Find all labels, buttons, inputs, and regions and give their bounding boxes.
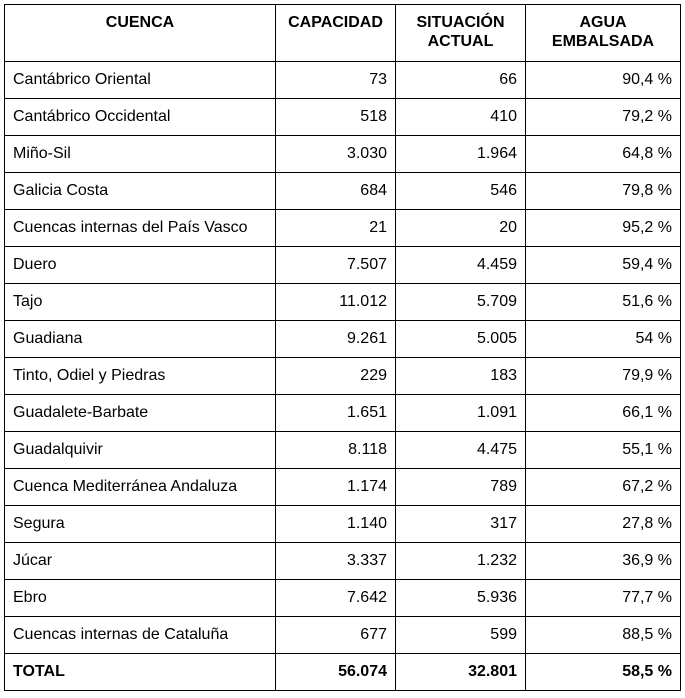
header-capacidad: CAPACIDAD bbox=[275, 4, 396, 62]
header-agua-embalsada: AGUA EMBALSADA bbox=[525, 4, 681, 62]
reservoir-table: CUENCA CAPACIDAD SITUACIÓN ACTUAL AGUA EMB… bbox=[4, 4, 681, 691]
cuenca-cell: Duero bbox=[4, 246, 276, 284]
cuenca-cell: Júcar bbox=[4, 542, 276, 580]
capacidad-cell: 1.140 bbox=[275, 505, 396, 543]
situacion-cell: 599 bbox=[395, 616, 526, 654]
table-row: Tinto, Odiel y Piedras 229 183 79,9 % bbox=[4, 357, 681, 395]
capacidad-cell: 3.030 bbox=[275, 135, 396, 173]
agua-cell: 95,2 % bbox=[525, 209, 681, 247]
capacidad-cell: 73 bbox=[275, 61, 396, 99]
table-row: Cuencas internas de Cataluña 677 599 88,5 % bbox=[4, 616, 681, 654]
total-situacion-cell: 32.801 bbox=[395, 653, 526, 691]
situacion-cell: 183 bbox=[395, 357, 526, 395]
total-cuenca-cell: TOTAL bbox=[4, 653, 276, 691]
capacidad-cell: 229 bbox=[275, 357, 396, 395]
agua-cell: 67,2 % bbox=[525, 468, 681, 506]
table-row: Miño-Sil 3.030 1.964 64,8 % bbox=[4, 135, 681, 173]
agua-cell: 59,4 % bbox=[525, 246, 681, 284]
capacidad-cell: 7.642 bbox=[275, 579, 396, 617]
cuenca-cell: Cuenca Mediterránea Andaluza bbox=[4, 468, 276, 506]
situacion-cell: 5.709 bbox=[395, 283, 526, 321]
header-cuenca: CUENCA bbox=[4, 4, 276, 62]
table-row: Cuenca Mediterránea Andaluza 1.174 789 67,2… bbox=[4, 468, 681, 506]
capacidad-cell: 1.174 bbox=[275, 468, 396, 506]
header-row: CUENCA CAPACIDAD SITUACIÓN ACTUAL AGUA EMB… bbox=[4, 4, 681, 62]
table-body: Cantábrico Oriental 73 66 90,4 % Cantábrico … bbox=[4, 61, 681, 691]
situacion-cell: 66 bbox=[395, 61, 526, 99]
capacidad-cell: 677 bbox=[275, 616, 396, 654]
capacidad-cell: 3.337 bbox=[275, 542, 396, 580]
capacidad-cell: 8.118 bbox=[275, 431, 396, 469]
situacion-cell: 4.475 bbox=[395, 431, 526, 469]
situacion-cell: 789 bbox=[395, 468, 526, 506]
table-row: Guadalete-Barbate 1.651 1.091 66,1 % bbox=[4, 394, 681, 432]
cuenca-cell: Miño-Sil bbox=[4, 135, 276, 173]
table-row: Segura 1.140 317 27,8 % bbox=[4, 505, 681, 543]
situacion-cell: 1.232 bbox=[395, 542, 526, 580]
agua-cell: 51,6 % bbox=[525, 283, 681, 321]
cuenca-cell: Guadalquivir bbox=[4, 431, 276, 469]
agua-cell: 36,9 % bbox=[525, 542, 681, 580]
capacidad-cell: 11.012 bbox=[275, 283, 396, 321]
agua-cell: 55,1 % bbox=[525, 431, 681, 469]
cuenca-cell: Cuencas internas de Cataluña bbox=[4, 616, 276, 654]
situacion-cell: 317 bbox=[395, 505, 526, 543]
table-header: CUENCA CAPACIDAD SITUACIÓN ACTUAL AGUA EMB… bbox=[4, 4, 681, 62]
table-row: Guadiana 9.261 5.005 54 % bbox=[4, 320, 681, 358]
table-row: Galicia Costa 684 546 79,8 % bbox=[4, 172, 681, 210]
situacion-cell: 1.091 bbox=[395, 394, 526, 432]
table-row: Cantábrico Occidental 518 410 79,2 % bbox=[4, 98, 681, 136]
cuenca-cell: Ebro bbox=[4, 579, 276, 617]
cuenca-cell: Segura bbox=[4, 505, 276, 543]
total-row: TOTAL 56.074 32.801 58,5 % bbox=[4, 653, 681, 691]
capacidad-cell: 21 bbox=[275, 209, 396, 247]
table-row: Duero 7.507 4.459 59,4 % bbox=[4, 246, 681, 284]
table-row: Guadalquivir 8.118 4.475 55,1 % bbox=[4, 431, 681, 469]
agua-cell: 79,2 % bbox=[525, 98, 681, 136]
total-capacidad-cell: 56.074 bbox=[275, 653, 396, 691]
header-situacion-actual: SITUACIÓN ACTUAL bbox=[395, 4, 526, 62]
capacidad-cell: 684 bbox=[275, 172, 396, 210]
table-row: Cantábrico Oriental 73 66 90,4 % bbox=[4, 61, 681, 99]
cuenca-cell: Guadalete-Barbate bbox=[4, 394, 276, 432]
agua-cell: 77,7 % bbox=[525, 579, 681, 617]
situacion-cell: 5.005 bbox=[395, 320, 526, 358]
total-agua-cell: 58,5 % bbox=[525, 653, 681, 691]
cuenca-cell: Galicia Costa bbox=[4, 172, 276, 210]
cuenca-cell: Cantábrico Occidental bbox=[4, 98, 276, 136]
cuenca-cell: Cantábrico Oriental bbox=[4, 61, 276, 99]
situacion-cell: 20 bbox=[395, 209, 526, 247]
situacion-cell: 4.459 bbox=[395, 246, 526, 284]
situacion-cell: 546 bbox=[395, 172, 526, 210]
agua-cell: 27,8 % bbox=[525, 505, 681, 543]
agua-cell: 64,8 % bbox=[525, 135, 681, 173]
agua-cell: 54 % bbox=[525, 320, 681, 358]
agua-cell: 90,4 % bbox=[525, 61, 681, 99]
capacidad-cell: 1.651 bbox=[275, 394, 396, 432]
situacion-cell: 5.936 bbox=[395, 579, 526, 617]
agua-cell: 66,1 % bbox=[525, 394, 681, 432]
table-row: Júcar 3.337 1.232 36,9 % bbox=[4, 542, 681, 580]
cuenca-cell: Tajo bbox=[4, 283, 276, 321]
agua-cell: 79,9 % bbox=[525, 357, 681, 395]
capacidad-cell: 7.507 bbox=[275, 246, 396, 284]
agua-cell: 88,5 % bbox=[525, 616, 681, 654]
table-row: Cuencas internas del País Vasco 21 20 95,2 … bbox=[4, 209, 681, 247]
cuenca-cell: Guadiana bbox=[4, 320, 276, 358]
cuenca-cell: Tinto, Odiel y Piedras bbox=[4, 357, 276, 395]
agua-cell: 79,8 % bbox=[525, 172, 681, 210]
table-row: Tajo 11.012 5.709 51,6 % bbox=[4, 283, 681, 321]
table-row: Ebro 7.642 5.936 77,7 % bbox=[4, 579, 681, 617]
cuenca-cell: Cuencas internas del País Vasco bbox=[4, 209, 276, 247]
capacidad-cell: 518 bbox=[275, 98, 396, 136]
situacion-cell: 1.964 bbox=[395, 135, 526, 173]
capacidad-cell: 9.261 bbox=[275, 320, 396, 358]
situacion-cell: 410 bbox=[395, 98, 526, 136]
